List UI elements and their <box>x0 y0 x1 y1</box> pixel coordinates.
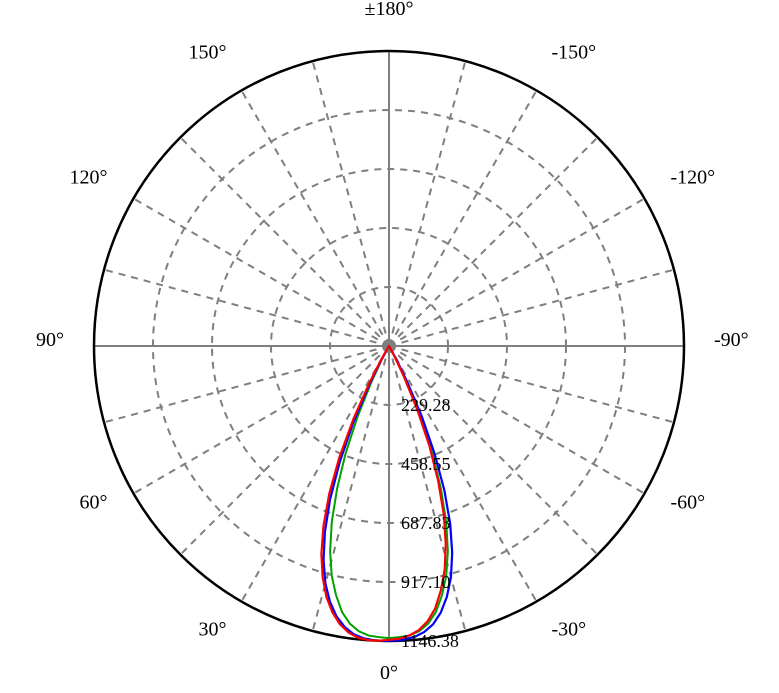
grid-spoke <box>134 346 389 494</box>
radial-label: 458.55 <box>401 454 451 474</box>
grid-spoke <box>242 91 390 346</box>
radial-label: 229.28 <box>401 395 451 415</box>
grid-spoke <box>389 91 537 346</box>
grid-spoke <box>389 270 674 346</box>
grid-spoke <box>180 137 389 346</box>
angle-label: -120° <box>670 167 715 189</box>
angle-label: -90° <box>714 329 749 351</box>
angle-label: ±180° <box>365 0 414 20</box>
angle-label: 150° <box>189 42 227 64</box>
radial-labels: 229.28 458.55 687.83 917.10 1146.38 <box>401 395 459 651</box>
grid-spoke <box>104 270 389 346</box>
grid-spoke <box>134 199 389 347</box>
grid-spoke <box>313 61 389 346</box>
radial-label: 1146.38 <box>401 631 459 651</box>
angle-label: 60° <box>80 492 108 514</box>
angle-label: 90° <box>36 329 64 351</box>
grid-spoke <box>389 199 644 347</box>
radial-label: 687.83 <box>401 513 451 533</box>
angle-label: 120° <box>70 167 108 189</box>
curve-blue <box>324 346 453 641</box>
angle-label: -30° <box>552 618 587 640</box>
radial-label: 917.10 <box>401 572 451 592</box>
series-group <box>321 346 452 641</box>
angle-label: 0° <box>380 662 398 684</box>
polar-chart: 229.28 458.55 687.83 917.10 1146.38 ±180° 150°… <box>0 0 779 693</box>
grid-spoke <box>104 346 389 422</box>
grid-spoke <box>242 346 390 601</box>
angle-label: -60° <box>670 492 705 514</box>
grid-spoke <box>389 61 465 346</box>
grid-spoke <box>389 137 598 346</box>
curve-red <box>321 346 445 641</box>
angle-label: 30° <box>199 618 227 640</box>
grid-spoke <box>180 346 389 555</box>
angle-label: -150° <box>552 42 597 64</box>
